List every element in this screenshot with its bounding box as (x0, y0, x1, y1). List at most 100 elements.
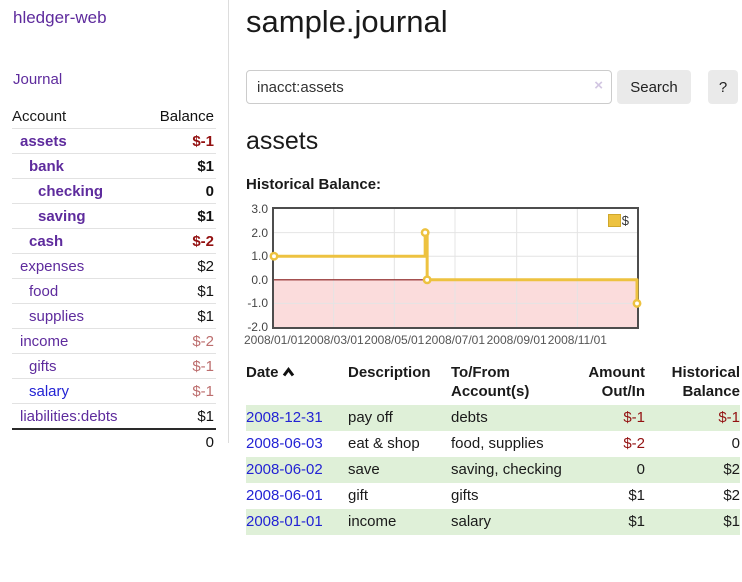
txn-accounts-cell: salary (451, 513, 492, 530)
page-title: sample.journal (246, 4, 448, 39)
y-axis-tick: 3.0 (251, 202, 268, 216)
sidebar-account-link[interactable]: assets (20, 132, 67, 150)
txn-balance-cell: $1 (723, 513, 740, 530)
txn-date-cell: 2008-12-31 (246, 405, 348, 431)
transaction-row: 2008-06-03 eat & shop food, supplies $-2 0 (246, 431, 740, 457)
account-row: salary $-1 (12, 378, 216, 403)
account-balance: $1 (197, 282, 214, 300)
sort-ascending-icon (282, 367, 294, 377)
sidebar-account-link[interactable]: cash (29, 232, 64, 250)
accounts-header-balance: Balance (159, 107, 214, 125)
account-balance: $1 (197, 207, 214, 225)
txn-description-cell: gift (348, 487, 369, 504)
x-axis-tick: 2008/09/01 (486, 333, 547, 347)
col-header-description: Description (348, 364, 431, 381)
txn-accounts-cell: food, supplies (451, 435, 544, 452)
account-row: cash $-2 (12, 228, 216, 253)
txn-amount-cell: $-1 (623, 409, 645, 426)
x-axis-tick: 2008/07/01 (424, 333, 486, 347)
accounts-header-row: Account Balance (12, 104, 216, 128)
account-balance: $1 (197, 157, 214, 175)
txn-balance-cell: $2 (723, 461, 740, 478)
account-balance: $-1 (192, 357, 214, 375)
txn-amount-cell: $-2 (623, 435, 645, 452)
x-axis-tick: 2008/11/01 (547, 333, 607, 347)
account-balance: $-2 (192, 232, 214, 250)
balance-chart: 3.0 2.0 1.0 0.0 -1.0 -2.0 $ 2008/01/01 2008/03… (243, 203, 740, 349)
txn-date-cell: 2008-01-01 (246, 509, 348, 535)
accounts-panel: Account Balance assets $-1 bank $1 checking 0… (12, 104, 216, 454)
chart-legend: $ (607, 213, 629, 228)
txn-date-link[interactable]: 2008-12-31 (246, 409, 323, 426)
accounts-header-account: Account (12, 107, 67, 125)
nav-journal-link[interactable]: Journal (13, 71, 63, 88)
x-axis-tick: 2008/01/01 (243, 333, 305, 347)
account-balance: $1 (197, 307, 214, 325)
sidebar-account-link[interactable]: income (20, 332, 69, 350)
search-input-wrap: × (246, 70, 612, 104)
search-form: × Search ? (246, 70, 740, 104)
search-input[interactable] (246, 70, 612, 104)
legend-swatch-icon (607, 214, 621, 227)
txn-balance-cell: $2 (723, 487, 740, 504)
account-row: gifts $-1 (12, 353, 216, 378)
transactions-header-row: Date Description To/From Account(s) Amou… (246, 363, 740, 405)
transaction-row: 2008-01-01 income salary $1 $1 (246, 509, 740, 535)
y-axis-tick: -1.0 (247, 296, 268, 311)
sidebar-account-link[interactable]: supplies (29, 307, 85, 325)
x-axis-tick: 2008/03/01 (303, 333, 364, 347)
chart-plot-area: $ (269, 207, 642, 329)
y-axis-tick: -2.0 (247, 320, 268, 334)
txn-date-link[interactable]: 2008-06-03 (246, 435, 323, 452)
txn-amount-cell: $1 (628, 487, 645, 504)
account-balance: $1 (197, 407, 214, 425)
sidebar-account-link[interactable]: food (29, 282, 59, 300)
account-row: income $-2 (12, 328, 216, 353)
sidebar-account-link[interactable]: salary (29, 382, 70, 400)
account-balance: $2 (197, 257, 214, 275)
txn-description-cell: eat & shop (348, 435, 420, 452)
sidebar-account-link[interactable]: gifts (29, 357, 57, 375)
transaction-row: 2008-12-31 pay off debts $-1 $-1 (246, 405, 740, 431)
col-header-amount: Amount Out/In (588, 364, 645, 400)
clear-search-icon[interactable]: × (594, 77, 603, 94)
txn-date-link[interactable]: 2008-06-02 (246, 461, 323, 478)
sidebar-account-link[interactable]: bank (29, 157, 65, 175)
col-header-tofrom: To/From Account(s) (451, 364, 530, 400)
account-balance: $-2 (192, 332, 214, 350)
transaction-row: 2008-06-02 save saving, checking 0 $2 (246, 457, 740, 483)
account-balance: $-1 (192, 132, 214, 150)
accounts-total-balance: 0 (205, 433, 214, 451)
legend-label: $ (621, 213, 629, 228)
chart-canvas (269, 209, 642, 327)
account-row: food $1 (12, 278, 216, 303)
y-axis-tick: 2.0 (251, 225, 268, 240)
txn-date-cell: 2008-06-01 (246, 483, 348, 509)
sidebar-account-link[interactable]: expenses (20, 257, 85, 275)
col-header-date-label: Date (246, 364, 279, 381)
y-axis: 3.0 2.0 1.0 0.0 -1.0 -2.0 (246, 203, 268, 333)
x-axis-tick: 2008/05/01 (364, 333, 425, 347)
sidebar-account-link[interactable]: saving (38, 207, 86, 225)
txn-description-cell: save (348, 461, 380, 478)
help-button[interactable]: ? (708, 70, 738, 104)
account-row: expenses $2 (12, 253, 216, 278)
transactions-table: Date Description To/From Account(s) Amou… (246, 363, 740, 535)
txn-description-cell: pay off (348, 409, 393, 426)
txn-date-link[interactable]: 2008-06-01 (246, 487, 323, 504)
txn-date-link[interactable]: 2008-01-01 (246, 513, 323, 530)
col-header-date[interactable]: Date (246, 363, 348, 405)
txn-amount-cell: $1 (628, 513, 645, 530)
account-row: checking 0 (12, 178, 216, 203)
account-balance: $-1 (192, 382, 214, 400)
col-header-balance: Historical Balance (671, 364, 740, 400)
accounts-total-row: 0 (12, 428, 216, 454)
txn-description-cell: income (348, 513, 397, 530)
y-axis-tick: 1.0 (251, 249, 268, 264)
txn-balance-cell: $-1 (718, 409, 740, 426)
brand-link[interactable]: hledger-web (13, 8, 107, 27)
sidebar-account-link[interactable]: liabilities:debts (20, 407, 118, 425)
search-button[interactable]: Search (617, 70, 691, 104)
sidebar-account-link[interactable]: checking (38, 182, 104, 200)
txn-accounts-cell: gifts (451, 487, 479, 504)
